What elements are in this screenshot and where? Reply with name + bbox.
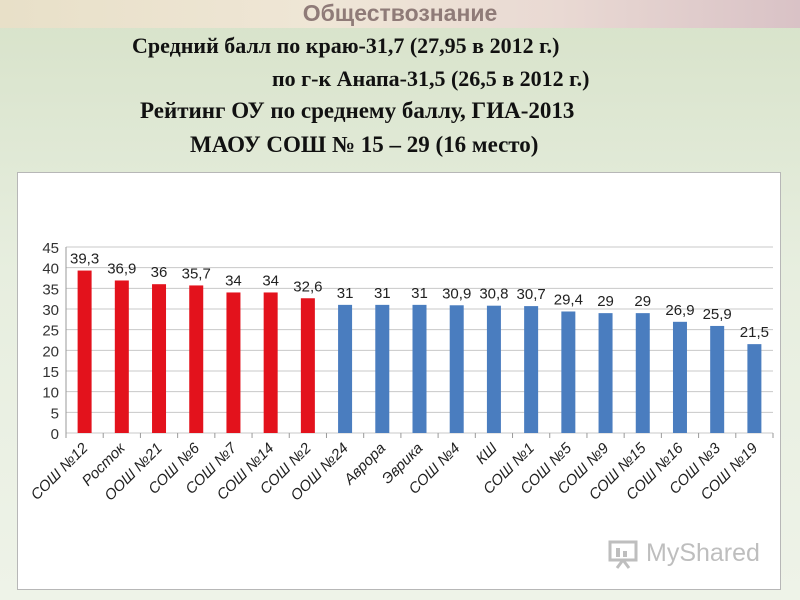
- value-label: 34: [262, 272, 279, 289]
- value-label: 21,5: [740, 324, 769, 341]
- y-tick-label: 35: [42, 281, 59, 298]
- value-label: 29: [597, 293, 614, 310]
- bar: [449, 305, 464, 433]
- y-tick-label: 5: [51, 405, 59, 422]
- value-label: 29: [634, 293, 651, 310]
- bar: [114, 280, 129, 433]
- value-label: 30,9: [442, 285, 471, 302]
- value-label: 36: [151, 264, 168, 281]
- bar: [338, 304, 353, 433]
- top-band: [0, 0, 800, 28]
- bar: [152, 284, 167, 433]
- y-tick-label: 0: [51, 426, 59, 443]
- bar: [672, 321, 687, 433]
- bar: [635, 313, 650, 433]
- bar: [300, 298, 315, 433]
- school-place-line: МАОУ СОШ № 15 – 29 (16 место): [190, 132, 539, 157]
- bar: [412, 304, 427, 433]
- value-label: 30,8: [479, 286, 508, 303]
- bar: [77, 270, 92, 433]
- bar: [189, 285, 204, 433]
- bar: [486, 305, 501, 433]
- region-average-line: Средний балл по краю-31,7 (27,95 в 2012 …: [132, 33, 560, 58]
- chart-panel: 0 5 10 15 20 25 30 35 40 45 39,3 СОШ №12 36,9 Росток 3…: [17, 172, 781, 590]
- value-label: 36,9: [107, 260, 136, 277]
- y-tick-label: 40: [42, 261, 59, 278]
- city-average-line: по г-к Анапа-31,5 (26,5 в 2012 г.): [272, 66, 590, 91]
- bar: [710, 325, 725, 433]
- y-tick-label: 15: [42, 364, 59, 381]
- bar: [524, 306, 539, 433]
- value-label: 31: [337, 285, 354, 302]
- y-tick-label: 25: [42, 323, 59, 340]
- bar: [747, 344, 762, 433]
- bar: [375, 304, 390, 433]
- value-label: 30,7: [517, 286, 546, 303]
- value-label: 29,4: [554, 291, 583, 308]
- bar: [226, 292, 241, 433]
- value-label: 31: [411, 285, 428, 302]
- rating-title: Рейтинг ОУ по среднему баллу, ГИА-2013: [140, 98, 575, 123]
- subject-heading: Обществознание: [302, 0, 498, 26]
- y-tick-label: 20: [42, 343, 59, 360]
- value-label: 25,9: [703, 306, 732, 323]
- y-tick-label: 10: [42, 385, 59, 402]
- value-label: 32,6: [293, 278, 322, 295]
- value-label: 35,7: [182, 265, 211, 282]
- x-category-label: КШ: [473, 440, 501, 468]
- value-label: 34: [225, 272, 242, 289]
- value-label: 39,3: [70, 251, 99, 268]
- x-category-label: Аврора: [340, 440, 389, 489]
- bar: [561, 311, 576, 433]
- bar: [598, 313, 613, 433]
- y-tick-label: 30: [42, 302, 59, 319]
- bar: [263, 292, 278, 433]
- value-label: 31: [374, 285, 391, 302]
- presentation-icon: [608, 540, 638, 569]
- x-category-label: СОШ №12: [28, 439, 92, 503]
- watermark-text: MyShared: [646, 539, 760, 567]
- y-tick-label: 45: [42, 240, 59, 257]
- value-label: 26,9: [665, 302, 694, 319]
